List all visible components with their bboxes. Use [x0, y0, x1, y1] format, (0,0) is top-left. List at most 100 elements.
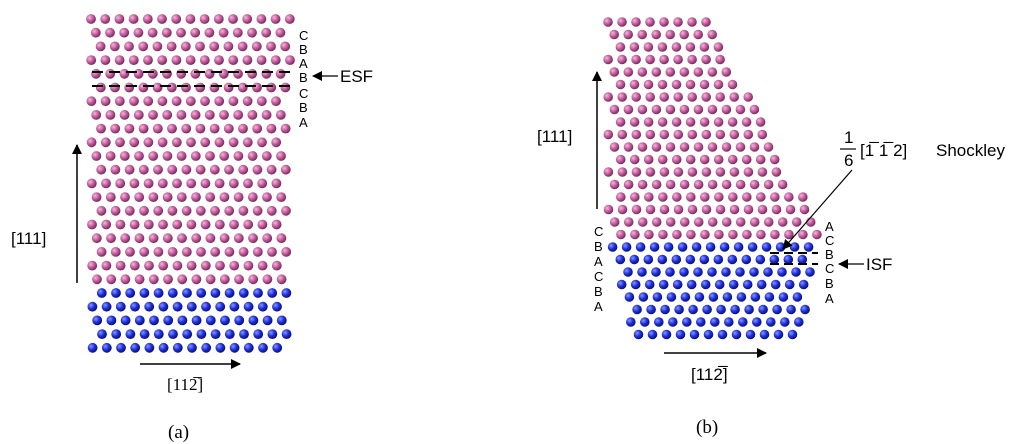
- pink-atom: [218, 27, 229, 38]
- stacking-letter-a-0: C: [299, 28, 308, 43]
- pink-atom: [233, 68, 243, 79]
- blue-atom: [637, 267, 647, 277]
- pink-atom: [757, 204, 768, 215]
- pink-atom: [223, 41, 234, 52]
- blue-atom: [747, 242, 758, 252]
- pink-atom: [256, 55, 267, 65]
- pink-atom: [629, 154, 640, 165]
- pink-atom: [645, 92, 655, 102]
- shockley-fraction-numerator: 1: [844, 128, 853, 147]
- blue-atom: [665, 267, 675, 277]
- blue-atom: [713, 254, 724, 265]
- pink-atom: [120, 192, 130, 203]
- blue-atom: [92, 315, 103, 326]
- pink-atom: [209, 164, 220, 175]
- pink-atom: [176, 68, 187, 79]
- blue-atom: [745, 329, 756, 340]
- pink-atom: [672, 229, 682, 240]
- pink-atom: [707, 179, 718, 190]
- blue-atom: [727, 254, 738, 265]
- pink-atom: [651, 29, 661, 40]
- blue-atom: [675, 329, 686, 340]
- pink-atom: [248, 233, 258, 244]
- pink-atom: [727, 79, 738, 90]
- pink-atom: [699, 42, 710, 52]
- pink-atom: [134, 233, 145, 244]
- pink-atom: [707, 142, 718, 152]
- pink-atom: [181, 82, 191, 93]
- pink-atom: [616, 192, 626, 202]
- blue-atom: [721, 267, 731, 277]
- pink-atom: [757, 167, 768, 177]
- blue-atom: [719, 242, 730, 252]
- pink-atom: [86, 14, 96, 24]
- pink-atom: [238, 205, 249, 216]
- blue-atom: [738, 317, 748, 327]
- pink-atom: [219, 274, 230, 285]
- pink-atom: [623, 217, 634, 227]
- blue-atom: [777, 267, 787, 277]
- pink-atom: [609, 179, 620, 190]
- blue-atom: [125, 288, 136, 298]
- pink-atom: [671, 117, 682, 127]
- pink-atom: [134, 274, 145, 285]
- blue-atom: [243, 301, 254, 312]
- pink-atom: [756, 192, 766, 202]
- blue-atom: [616, 279, 627, 290]
- blue-atom: [111, 329, 122, 339]
- pink-atom: [195, 164, 206, 175]
- blue-atom: [761, 242, 772, 252]
- blue-atom: [210, 329, 221, 339]
- blue-atom: [258, 342, 268, 353]
- pink-atom: [729, 129, 740, 140]
- blue-atom: [759, 329, 770, 340]
- blue-atom: [196, 288, 207, 298]
- pink-atom: [727, 117, 738, 127]
- pink-atom: [637, 179, 648, 190]
- pink-atom: [257, 219, 268, 230]
- pink-atom: [276, 192, 287, 203]
- pink-atom: [190, 151, 201, 161]
- pink-atom: [167, 123, 177, 134]
- direction-112bar-label-b: [112̅]: [691, 365, 728, 384]
- pink-atom: [659, 167, 670, 177]
- pink-atom: [252, 164, 263, 175]
- pink-atom: [651, 217, 662, 227]
- pink-atom: [281, 205, 291, 216]
- blue-atom: [666, 292, 677, 302]
- pink-atom: [261, 151, 272, 161]
- pink-atom: [743, 92, 753, 102]
- pink-atom: [161, 27, 172, 38]
- pink-atom: [651, 67, 662, 77]
- pink-atom: [743, 204, 754, 215]
- blue-atom: [167, 288, 178, 298]
- pink-atom: [176, 27, 186, 38]
- pink-atom: [190, 68, 201, 79]
- pink-atom: [129, 178, 140, 189]
- pink-atom: [144, 260, 154, 271]
- pink-atom: [714, 192, 724, 202]
- pink-atom: [162, 151, 173, 161]
- pink-atom: [617, 17, 627, 27]
- blue-atom: [220, 315, 230, 326]
- pink-atom: [228, 96, 239, 107]
- pink-atom: [124, 205, 135, 216]
- pink-atom: [257, 260, 268, 271]
- blue-atom: [177, 315, 188, 326]
- pink-atom: [91, 233, 102, 244]
- pink-atom: [86, 55, 97, 65]
- pink-atom: [276, 233, 287, 244]
- pink-atom: [741, 117, 752, 127]
- blue-atom: [798, 279, 809, 290]
- blue-atom: [205, 315, 216, 326]
- blue-atom: [281, 288, 292, 298]
- pink-atom: [109, 41, 120, 52]
- pink-atom: [133, 110, 144, 120]
- pink-atom: [715, 204, 726, 215]
- pink-atom: [195, 82, 206, 93]
- pink-atom: [685, 79, 696, 90]
- pink-atom: [200, 96, 210, 107]
- pink-atom: [270, 55, 281, 65]
- pink-atom: [142, 14, 153, 24]
- pink-atom: [243, 178, 253, 189]
